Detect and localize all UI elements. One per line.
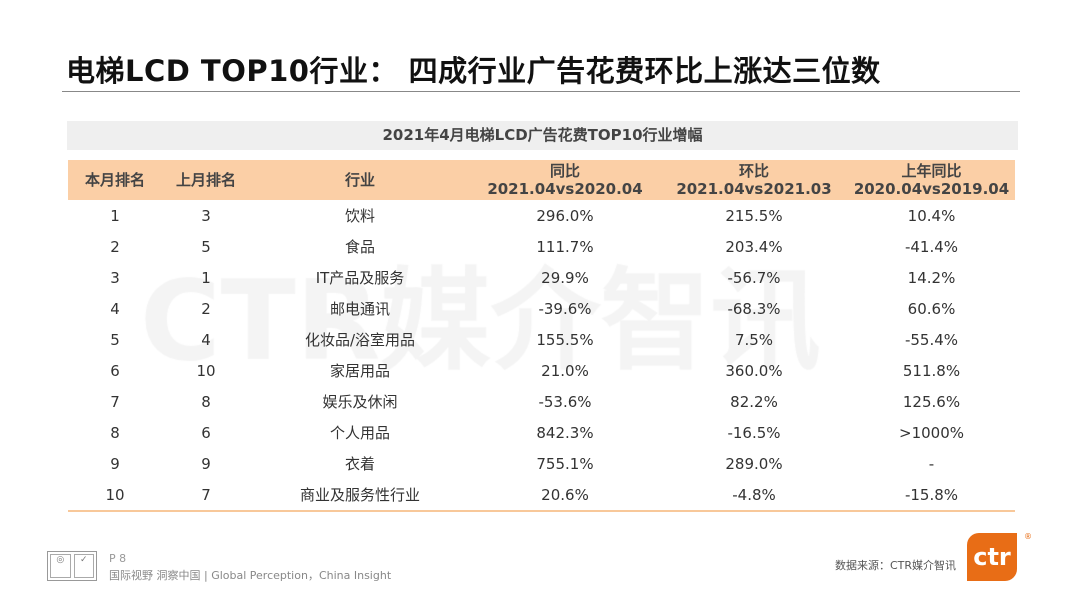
table-cell: 29.9% bbox=[541, 268, 589, 287]
column-header: 本月排名 bbox=[68, 160, 162, 200]
table-cell: 5 bbox=[201, 237, 211, 256]
table-cell: 3 bbox=[110, 268, 120, 287]
column-header-line: 环比 bbox=[738, 162, 769, 180]
table-cell: 个人用品 bbox=[329, 424, 390, 442]
table-cell: 4 bbox=[110, 299, 120, 318]
table-cell: -16.5% bbox=[727, 423, 781, 442]
title-divider bbox=[62, 91, 1020, 92]
table-cell: 215.5% bbox=[725, 206, 783, 225]
table-cell: 125.6% bbox=[902, 392, 961, 411]
table-row: 1 3 饮料 296.0% 215.5% 10.4% bbox=[68, 200, 1015, 231]
column-header-line: 同比 bbox=[549, 162, 580, 180]
table-cell: 邮电通讯 bbox=[329, 300, 390, 318]
table-row: 7 8 娱乐及休闲 -53.6% 82.2% 125.6% bbox=[68, 386, 1015, 417]
data-source: 数据来源：CTR媒介智讯 bbox=[835, 559, 957, 572]
table-cell: -4.8% bbox=[660, 479, 848, 512]
industry-table: 本月排名 上月排名 行业 同比 2021.04vs2020.04 环比 2021.04vs2… bbox=[68, 160, 1015, 512]
table-cell: 296.0% bbox=[536, 206, 594, 225]
table-cell: 9 bbox=[110, 454, 120, 473]
table-cell: 6 bbox=[110, 361, 120, 380]
table-cell: 842.3% bbox=[536, 423, 594, 442]
column-header-line: 上月排名 bbox=[175, 171, 236, 189]
table-cell: 155.5% bbox=[536, 330, 594, 349]
table-cell: 9 bbox=[201, 454, 211, 473]
table-cell: 7 bbox=[162, 479, 250, 512]
watermark bbox=[140, 260, 900, 400]
table-cell: 14.2% bbox=[907, 268, 956, 287]
column-header-line: 行业 bbox=[344, 171, 375, 189]
table-cell: 4 bbox=[201, 330, 211, 349]
column-header: 上月排名 bbox=[162, 160, 250, 200]
table-cell: -56.7% bbox=[727, 268, 781, 287]
table-cell: -41.4% bbox=[904, 237, 959, 256]
table-cell: >1000% bbox=[899, 423, 964, 442]
registered-mark: ® bbox=[1024, 532, 1032, 541]
table-cell: 3 bbox=[201, 206, 211, 225]
column-header: 环比 2021.04vs2021.03 bbox=[660, 160, 848, 200]
table-cell: 10 bbox=[196, 361, 216, 380]
table-cell: 8 bbox=[201, 392, 211, 411]
table-cell: 2 bbox=[110, 237, 120, 256]
table-row: 8 6 个人用品 842.3% -16.5% >1000% bbox=[68, 417, 1015, 448]
table-title: 2021年4月电梯LCD广告花费TOP10行业增幅 bbox=[67, 121, 1018, 150]
table-cell: 6 bbox=[201, 423, 211, 442]
table-cell: 2 bbox=[201, 299, 211, 318]
ctr-logo: ctr bbox=[967, 533, 1017, 581]
table-cell: -15.8% bbox=[848, 479, 1015, 512]
table-cell: 5 bbox=[110, 330, 120, 349]
table-cell: 娱乐及休闲 bbox=[322, 393, 398, 411]
table-cell: 饮料 bbox=[344, 207, 375, 225]
table-cell: 511.8% bbox=[902, 361, 961, 380]
column-header-line: 2020.04vs2019.04 bbox=[853, 180, 1010, 198]
table-cell: 食品 bbox=[344, 238, 375, 256]
table-cell: -68.3% bbox=[727, 299, 781, 318]
table-cell: 商业及服务性行业 bbox=[250, 479, 470, 512]
table-cell: 衣着 bbox=[344, 455, 375, 473]
table-cell: 10.4% bbox=[907, 206, 956, 225]
table-cell: 7.5% bbox=[734, 330, 774, 349]
table-cell: 203.4% bbox=[725, 237, 783, 256]
table-cell: 289.0% bbox=[725, 454, 783, 473]
table-cell: 21.0% bbox=[541, 361, 589, 380]
table-cell: IT产品及服务 bbox=[315, 269, 405, 287]
table-row: 9 9 衣着 755.1% 289.0% - bbox=[68, 448, 1015, 479]
column-header: 上年同比 2020.04vs2019.04 bbox=[848, 160, 1015, 200]
column-header-line: 本月排名 bbox=[84, 171, 145, 189]
table-cell: -39.6% bbox=[538, 299, 592, 318]
page-title: 电梯LCD TOP10行业： 四成行业广告花费环比上涨达三位数 bbox=[66, 54, 881, 88]
page-number: P 8 bbox=[109, 552, 127, 565]
table-row: 4 2 邮电通讯 -39.6% -68.3% 60.6% bbox=[68, 293, 1015, 324]
table-cell: 化妆品/浴室用品 bbox=[304, 331, 416, 349]
table-cell: 111.7% bbox=[536, 237, 594, 256]
table-cell: 10 bbox=[68, 479, 162, 512]
table-cell: 82.2% bbox=[730, 392, 778, 411]
table-cell: -55.4% bbox=[904, 330, 959, 349]
table-row: 6 10 家居用品 21.0% 360.0% 511.8% bbox=[68, 355, 1015, 386]
column-header-line: 上年同比 bbox=[901, 162, 962, 180]
column-header-line: 2021.04vs2021.03 bbox=[676, 180, 832, 198]
certification-logo: ◎ ✓ bbox=[47, 551, 97, 581]
column-header-line: 2021.04vs2020.04 bbox=[487, 180, 643, 198]
table-cell: - bbox=[928, 454, 935, 473]
table-cell: 20.6% bbox=[470, 479, 660, 512]
table-cell: 7 bbox=[110, 392, 120, 411]
table-cell: 家居用品 bbox=[329, 362, 390, 380]
table-cell: 360.0% bbox=[725, 361, 783, 380]
column-header: 行业 bbox=[250, 160, 470, 200]
column-header: 同比 2021.04vs2020.04 bbox=[470, 160, 660, 200]
table-row: 3 1 IT产品及服务 29.9% -56.7% 14.2% bbox=[68, 262, 1015, 293]
table-row: 5 4 化妆品/浴室用品 155.5% 7.5% -55.4% bbox=[68, 324, 1015, 355]
table-cell: 1 bbox=[110, 206, 120, 225]
table-cell: 60.6% bbox=[907, 299, 956, 318]
table-cell: 755.1% bbox=[536, 454, 594, 473]
header-row: 本月排名 上月排名 行业 同比 2021.04vs2020.04 环比 2021.04vs2… bbox=[68, 160, 1015, 200]
check-icon: ✓ bbox=[73, 554, 94, 578]
certification-icon: ◎ bbox=[50, 554, 71, 578]
table-cell: -53.6% bbox=[538, 392, 592, 411]
table-row: 2 5 食品 111.7% 203.4% -41.4% bbox=[68, 231, 1015, 262]
table-cell: 1 bbox=[201, 268, 211, 287]
table-row: 10 7 商业及服务性行业 20.6% -4.8% -15.8% bbox=[68, 479, 1015, 512]
slogan: 国际视野 洞察中国 | Global Perception，China Insi… bbox=[109, 569, 392, 582]
table-cell: 8 bbox=[110, 423, 120, 442]
